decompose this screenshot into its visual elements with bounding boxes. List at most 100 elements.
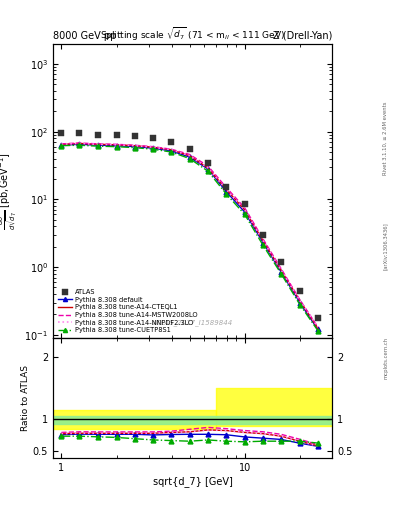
ATLAS (95, 132, 100, 138)
Pythia 8.308 tune-A14-CTEQL1 (132, 143, 137, 149)
Pythia 8.308 tune-A14-CTEQL1 (224, 186, 229, 193)
Pythia 8.308 tune-CUETP8S1 (206, 168, 210, 174)
ATLAS (224, 184, 229, 190)
Pythia 8.308 default (298, 300, 302, 306)
Pythia 8.308 default (261, 240, 265, 246)
ATLAS (77, 130, 82, 136)
Pythia 8.308 tune-A14-NNPDF2.3LO (114, 142, 119, 148)
Pythia 8.308 tune-CUETP8S1 (95, 143, 100, 149)
ATLAS (132, 133, 137, 139)
Pythia 8.308 tune-CUETP8S1 (224, 191, 229, 197)
Pythia 8.308 tune-A14-NNPDF2.3LO (95, 141, 100, 147)
Pythia 8.308 tune-A14-NNPDF2.3LO (261, 238, 265, 244)
Pythia 8.308 tune-A14-NNPDF2.3LO (224, 186, 229, 193)
Pythia 8.308 default (95, 142, 100, 148)
Pythia 8.308 default (151, 145, 155, 151)
Pythia 8.308 tune-A14-MSTW2008LO (151, 143, 155, 150)
Pythia 8.308 tune-A14-MSTW2008LO (114, 141, 119, 147)
X-axis label: sqrt{d_7} [GeV]: sqrt{d_7} [GeV] (152, 476, 233, 487)
Text: Rivet 3.1.10, ≥ 2.6M events: Rivet 3.1.10, ≥ 2.6M events (383, 101, 388, 175)
Pythia 8.308 tune-A14-MSTW2008LO (132, 142, 137, 148)
Pythia 8.308 default (77, 141, 82, 147)
ATLAS (242, 201, 247, 207)
ATLAS (316, 314, 320, 321)
Pythia 8.308 tune-CUETP8S1 (279, 270, 283, 276)
ATLAS (261, 232, 265, 238)
Pythia 8.308 tune-A14-CTEQL1 (114, 142, 119, 148)
Pythia 8.308 default (316, 326, 320, 332)
Pythia 8.308 tune-A14-NNPDF2.3LO (59, 141, 64, 147)
Line: Pythia 8.308 tune-CUETP8S1: Pythia 8.308 tune-CUETP8S1 (59, 143, 320, 333)
Pythia 8.308 tune-CUETP8S1 (132, 144, 137, 151)
Line: Pythia 8.308 tune-A14-NNPDF2.3LO: Pythia 8.308 tune-A14-NNPDF2.3LO (61, 143, 318, 327)
Y-axis label: $\frac{d\sigma}{d\sqrt{d_7}}$ [pb,GeV$^{-1}$]: $\frac{d\sigma}{d\sqrt{d_7}}$ [pb,GeV$^{… (0, 152, 20, 229)
Line: Pythia 8.308 default: Pythia 8.308 default (59, 142, 320, 332)
Pythia 8.308 tune-A14-MSTW2008LO (95, 141, 100, 147)
Pythia 8.308 tune-A14-CTEQL1 (242, 207, 247, 213)
Pythia 8.308 tune-A14-MSTW2008LO (261, 236, 265, 242)
Pythia 8.308 default (132, 143, 137, 150)
Pythia 8.308 tune-A14-NNPDF2.3LO (206, 165, 210, 171)
Pythia 8.308 tune-A14-MSTW2008LO (187, 152, 192, 158)
ATLAS (114, 132, 119, 138)
Pythia 8.308 tune-CUETP8S1 (242, 211, 247, 218)
Pythia 8.308 tune-A14-NNPDF2.3LO (77, 140, 82, 146)
Pythia 8.308 tune-A14-NNPDF2.3LO (151, 144, 155, 150)
Pythia 8.308 tune-A14-CTEQL1 (151, 144, 155, 150)
Pythia 8.308 tune-A14-CTEQL1 (298, 297, 302, 304)
Pythia 8.308 tune-A14-CTEQL1 (59, 141, 64, 147)
Pythia 8.308 tune-A14-CTEQL1 (206, 165, 210, 171)
Pythia 8.308 tune-A14-MSTW2008LO (59, 141, 64, 147)
Pythia 8.308 tune-A14-NNPDF2.3LO (132, 143, 137, 149)
ATLAS (151, 135, 155, 141)
ATLAS (59, 130, 64, 136)
Pythia 8.308 tune-A14-MSTW2008LO (316, 324, 320, 330)
Pythia 8.308 default (187, 154, 192, 160)
Pythia 8.308 tune-CUETP8S1 (316, 328, 320, 334)
Pythia 8.308 tune-A14-MSTW2008LO (298, 296, 302, 303)
Pythia 8.308 tune-A14-NNPDF2.3LO (298, 297, 302, 304)
Pythia 8.308 tune-A14-CTEQL1 (261, 238, 265, 244)
Pythia 8.308 default (206, 166, 210, 172)
Pythia 8.308 tune-CUETP8S1 (151, 146, 155, 152)
Text: [arXiv:1306.3436]: [arXiv:1306.3436] (383, 222, 388, 270)
Pythia 8.308 tune-A14-CTEQL1 (77, 140, 82, 146)
Pythia 8.308 tune-CUETP8S1 (114, 143, 119, 150)
Pythia 8.308 default (279, 269, 283, 275)
Pythia 8.308 default (224, 188, 229, 195)
Pythia 8.308 tune-A14-CTEQL1 (169, 147, 174, 153)
Line: ATLAS: ATLAS (58, 130, 321, 321)
Pythia 8.308 tune-A14-CTEQL1 (187, 153, 192, 159)
ATLAS (298, 288, 302, 294)
Text: 8000 GeV pp: 8000 GeV pp (53, 31, 116, 41)
Pythia 8.308 default (169, 148, 174, 154)
Pythia 8.308 tune-CUETP8S1 (187, 156, 192, 162)
Pythia 8.308 tune-A14-NNPDF2.3LO (169, 147, 174, 153)
Title: Splitting scale $\sqrt{d_7}$ (71 < m$_{ll}$ < 111 GeV): Splitting scale $\sqrt{d_7}$ (71 < m$_{l… (100, 26, 285, 44)
Text: mcplots.cern.ch: mcplots.cern.ch (383, 337, 388, 379)
Line: Pythia 8.308 tune-A14-MSTW2008LO: Pythia 8.308 tune-A14-MSTW2008LO (61, 143, 318, 327)
Pythia 8.308 tune-CUETP8S1 (261, 242, 265, 248)
Pythia 8.308 tune-CUETP8S1 (298, 302, 302, 308)
Pythia 8.308 tune-CUETP8S1 (59, 143, 64, 149)
Pythia 8.308 tune-A14-CTEQL1 (316, 325, 320, 331)
Line: Pythia 8.308 tune-A14-CTEQL1: Pythia 8.308 tune-A14-CTEQL1 (61, 143, 318, 328)
Text: Z (Drell-Yan): Z (Drell-Yan) (273, 31, 332, 41)
Pythia 8.308 tune-A14-NNPDF2.3LO (242, 207, 247, 213)
Pythia 8.308 tune-A14-NNPDF2.3LO (316, 324, 320, 330)
ATLAS (187, 146, 192, 152)
ATLAS (169, 139, 174, 145)
Pythia 8.308 tune-A14-MSTW2008LO (224, 184, 229, 190)
Pythia 8.308 tune-A14-MSTW2008LO (242, 205, 247, 211)
Pythia 8.308 tune-A14-CTEQL1 (279, 267, 283, 273)
Pythia 8.308 tune-A14-NNPDF2.3LO (187, 153, 192, 159)
Pythia 8.308 tune-A14-MSTW2008LO (169, 146, 174, 152)
Pythia 8.308 tune-A14-MSTW2008LO (206, 163, 210, 169)
Pythia 8.308 tune-CUETP8S1 (77, 142, 82, 148)
Text: ATLAS_2017_I1589844: ATLAS_2017_I1589844 (152, 319, 233, 326)
Legend: ATLAS, Pythia 8.308 default, Pythia 8.308 tune-A14-CTEQL1, Pythia 8.308 tune-A14: ATLAS, Pythia 8.308 default, Pythia 8.30… (56, 288, 199, 334)
Pythia 8.308 default (59, 142, 64, 148)
Pythia 8.308 default (242, 209, 247, 215)
Pythia 8.308 tune-A14-MSTW2008LO (77, 140, 82, 146)
Y-axis label: Ratio to ATLAS: Ratio to ATLAS (21, 365, 30, 431)
